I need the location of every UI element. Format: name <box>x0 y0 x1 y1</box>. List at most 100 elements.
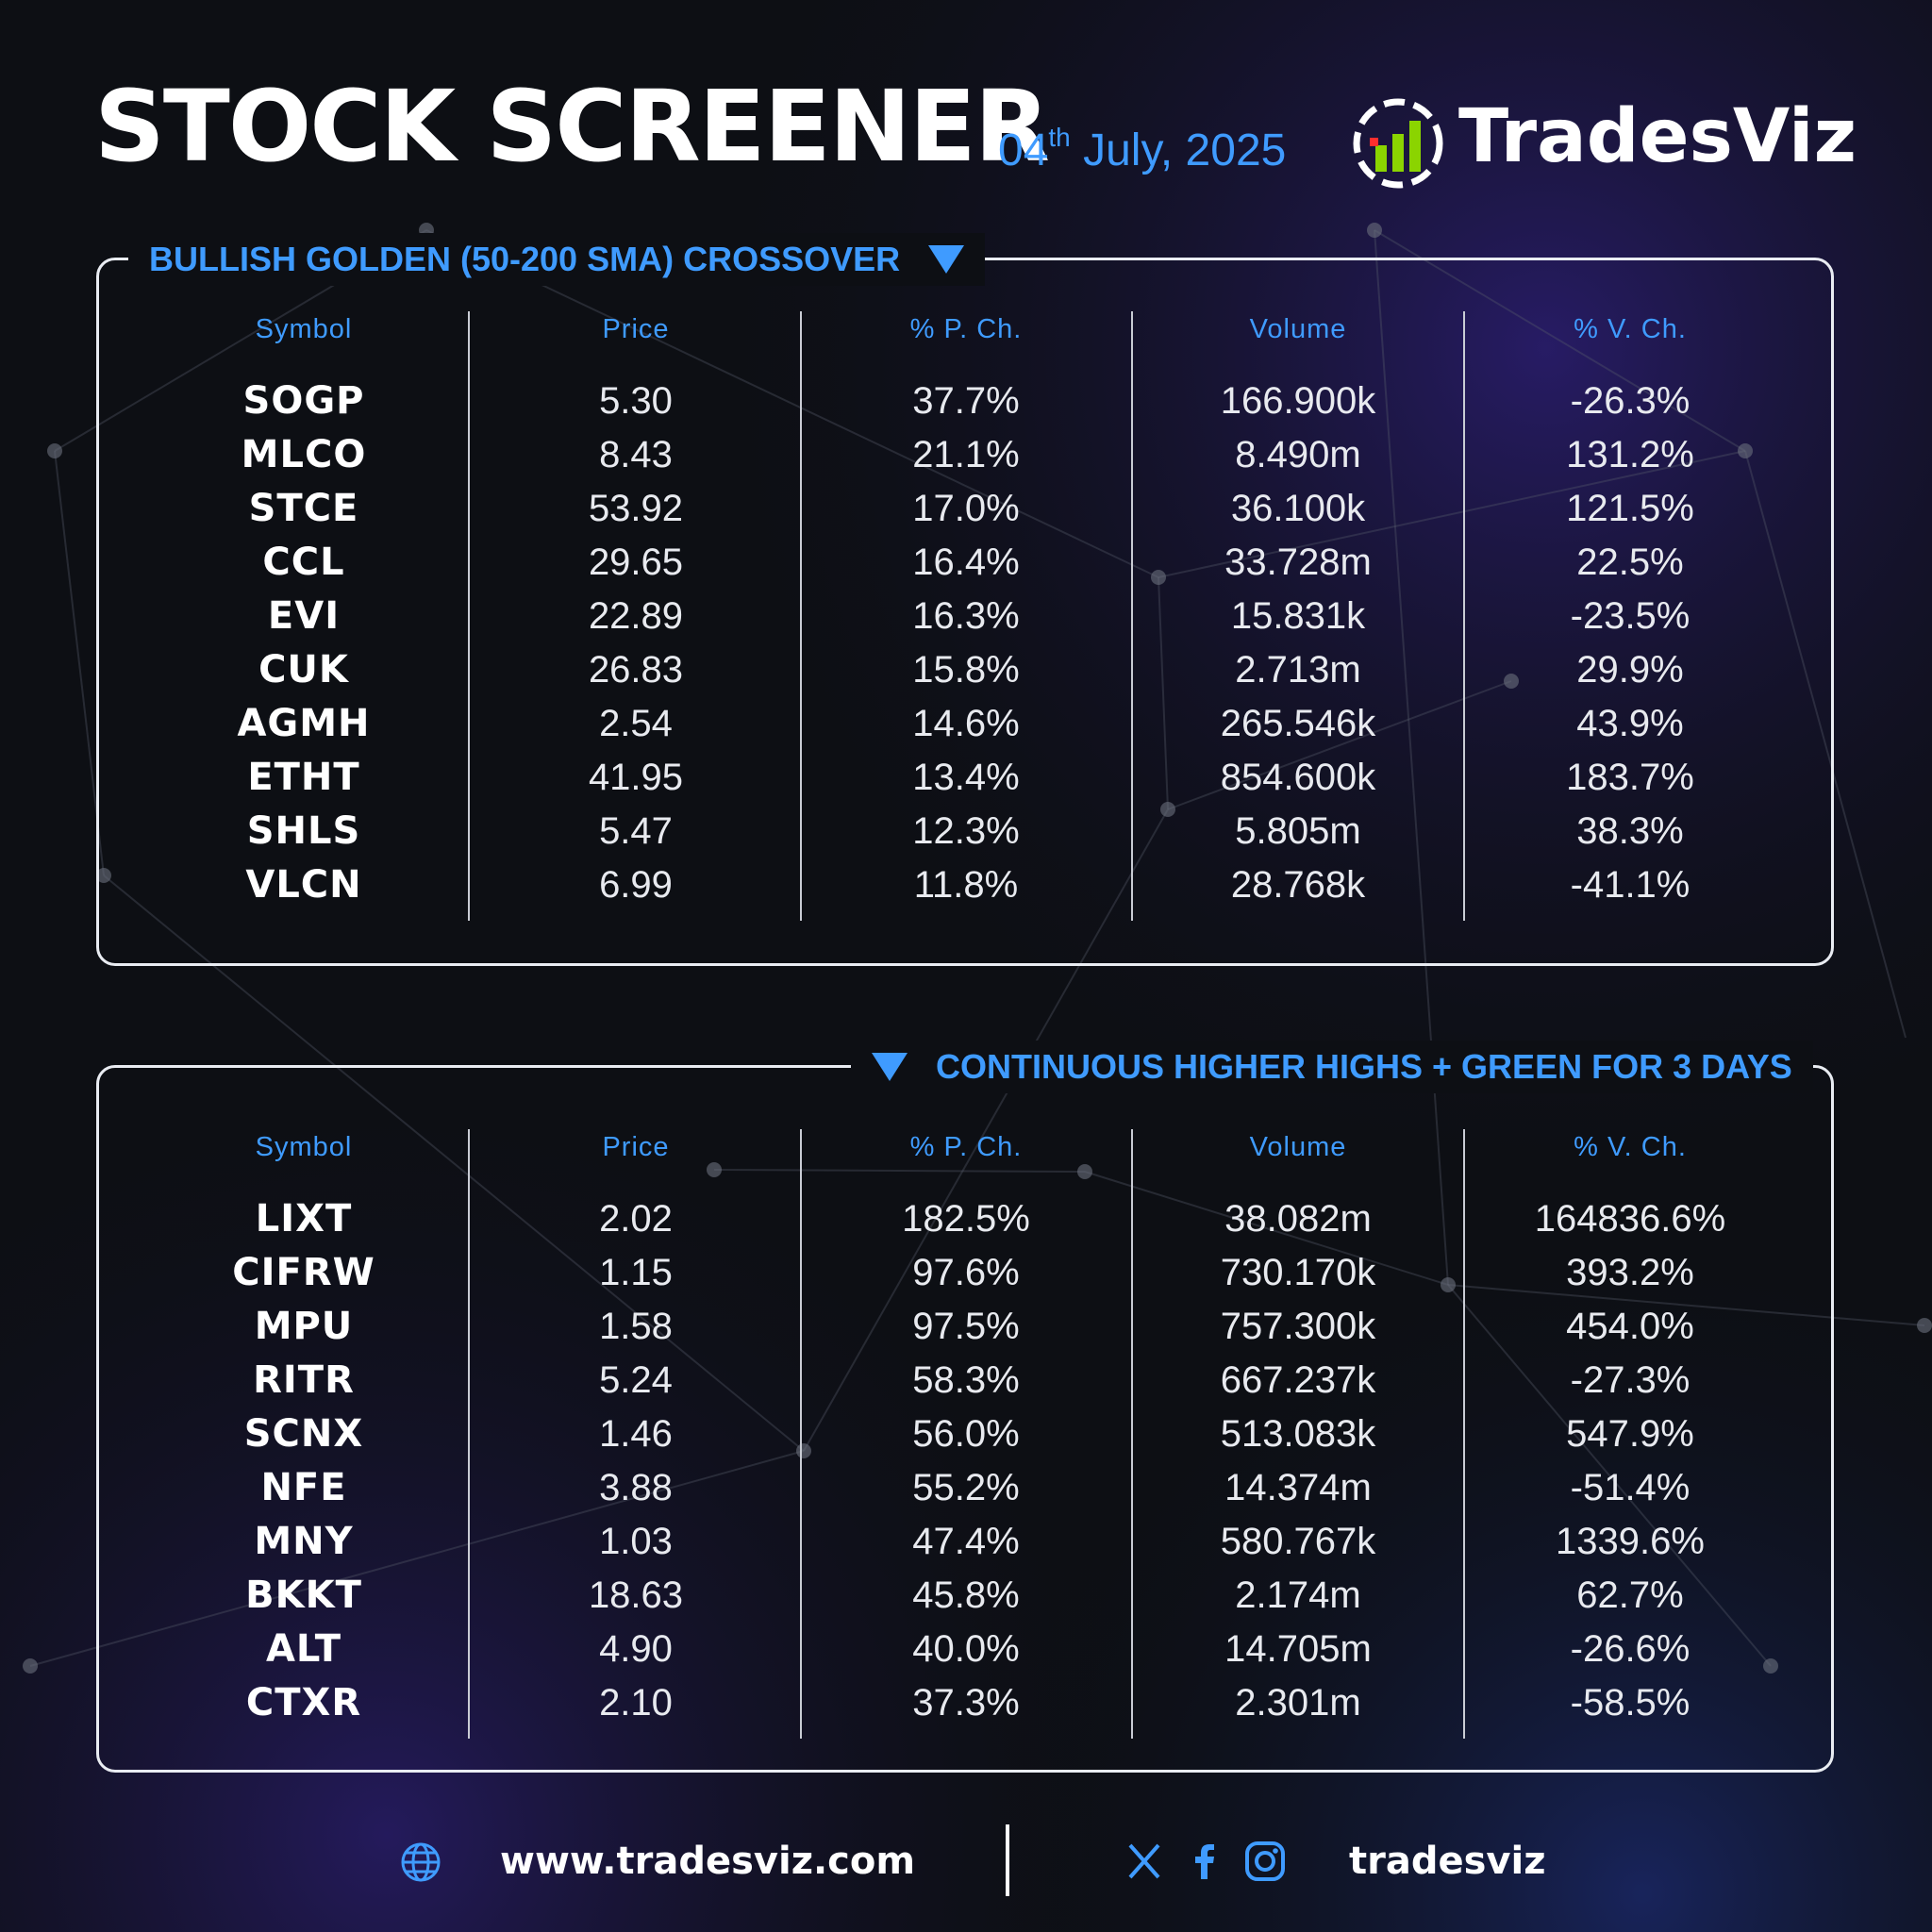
column-header-price: Price <box>602 314 670 344</box>
cell-volume-change: 547.9% <box>1566 1413 1694 1455</box>
column-divider <box>1463 1129 1465 1739</box>
cell-volume-change: 22.5% <box>1576 541 1684 583</box>
ticker-symbol: SOGP <box>242 379 365 423</box>
cell-volume: 33.728m <box>1224 541 1372 583</box>
cell-volume: 265.546k <box>1220 703 1376 744</box>
cell-price-change: 13.4% <box>912 757 1020 798</box>
column-header-symbol: Symbol <box>255 1132 353 1162</box>
cell-volume: 5.805m <box>1235 810 1361 852</box>
column-header-symbol: Symbol <box>255 314 353 344</box>
ticker-symbol: VLCN <box>245 863 362 907</box>
column-divider <box>1463 311 1465 921</box>
column-divider <box>1131 1129 1133 1739</box>
globe-icon <box>401 1842 441 1882</box>
cell-volume: 580.767k <box>1220 1521 1376 1562</box>
cell-price-change: 15.8% <box>912 649 1020 691</box>
cell-volume: 14.374m <box>1224 1467 1372 1508</box>
cell-price-change: 37.7% <box>912 380 1020 422</box>
ticker-symbol: MLCO <box>241 433 367 476</box>
cell-price: 5.47 <box>599 810 673 852</box>
brand-name: TradesViz <box>1458 94 1857 179</box>
cell-volume: 2.713m <box>1235 649 1361 691</box>
ticker-symbol: BKKT <box>245 1574 362 1617</box>
column-header-price-change: % P. Ch. <box>909 1132 1023 1162</box>
cell-price-change: 11.8% <box>913 864 1019 906</box>
cell-volume-change: 43.9% <box>1576 703 1684 744</box>
report-date: 04th July, 2025 <box>998 125 1287 175</box>
cell-volume: 757.300k <box>1220 1306 1376 1347</box>
cell-price: 6.99 <box>599 864 673 906</box>
screen-title-higher-highs: CONTINUOUS HIGHER HIGHS + GREEN FOR 3 DA… <box>851 1041 1813 1093</box>
tradesviz-logo-icon <box>1353 98 1443 189</box>
date-month-year: July, 2025 <box>1070 125 1287 175</box>
cell-volume: 8.490m <box>1235 434 1361 475</box>
cell-price-change: 12.3% <box>912 810 1020 852</box>
ticker-symbol: AGMH <box>237 702 371 745</box>
cell-price: 8.43 <box>599 434 673 475</box>
cell-volume-change: -27.3% <box>1570 1359 1690 1401</box>
cell-price-change: 16.3% <box>912 595 1020 637</box>
cell-volume-change: 29.9% <box>1576 649 1684 691</box>
cell-volume-change: 183.7% <box>1566 757 1694 798</box>
cell-volume-change: 131.2% <box>1566 434 1694 475</box>
cell-volume: 14.705m <box>1224 1628 1372 1670</box>
cell-price-change: 14.6% <box>912 703 1020 744</box>
column-divider <box>468 311 470 921</box>
date-suffix: th <box>1048 123 1071 152</box>
website-link[interactable]: www.tradesviz.com <box>500 1840 916 1883</box>
social-handle[interactable]: tradesviz <box>1349 1840 1546 1883</box>
column-divider <box>800 1129 802 1739</box>
cell-price-change: 16.4% <box>912 541 1020 583</box>
cell-price-change: 40.0% <box>912 1628 1020 1670</box>
cell-price: 2.10 <box>599 1682 673 1724</box>
instagram-icon[interactable] <box>1243 1840 1287 1883</box>
cell-price-change: 182.5% <box>902 1198 1030 1240</box>
cell-volume-change: -51.4% <box>1570 1467 1690 1508</box>
column-header-volume: Volume <box>1249 1132 1347 1162</box>
page-title: STOCK SCREENER <box>94 69 1050 184</box>
cell-volume-change: 454.0% <box>1566 1306 1694 1347</box>
ticker-symbol: CCL <box>262 541 345 584</box>
column-divider <box>468 1129 470 1739</box>
ticker-symbol: MPU <box>254 1305 354 1348</box>
ticker-symbol: SCNX <box>243 1412 364 1456</box>
cell-volume-change: 1339.6% <box>1556 1521 1705 1562</box>
cell-price: 1.15 <box>599 1252 673 1293</box>
facebook-icon[interactable] <box>1183 1840 1226 1883</box>
cell-price: 5.30 <box>599 380 673 422</box>
ticker-symbol: ETHT <box>247 756 360 799</box>
cell-price-change: 56.0% <box>912 1413 1020 1455</box>
cell-price: 3.88 <box>599 1467 673 1508</box>
ticker-symbol: SHLS <box>246 809 361 853</box>
cell-price: 2.54 <box>599 703 673 744</box>
cell-price: 1.46 <box>599 1413 673 1455</box>
cell-volume-change: -26.6% <box>1570 1628 1690 1670</box>
triangle-down-icon <box>928 245 965 274</box>
cell-volume: 2.301m <box>1235 1682 1361 1724</box>
cell-price-change: 21.1% <box>912 434 1020 475</box>
cell-volume: 36.100k <box>1230 488 1366 529</box>
date-day: 04 <box>998 125 1049 175</box>
cell-price: 22.89 <box>588 595 684 637</box>
ticker-symbol: CIFRW <box>232 1251 375 1294</box>
cell-price: 29.65 <box>588 541 684 583</box>
x-icon[interactable] <box>1123 1840 1166 1883</box>
column-header-price: Price <box>602 1132 670 1162</box>
cell-volume: 513.083k <box>1220 1413 1376 1455</box>
cell-volume-change: -23.5% <box>1570 595 1690 637</box>
cell-price-change: 47.4% <box>912 1521 1020 1562</box>
ticker-symbol: NFE <box>260 1466 347 1509</box>
cell-price: 4.90 <box>599 1628 673 1670</box>
cell-price-change: 97.6% <box>912 1252 1020 1293</box>
cell-price: 5.24 <box>599 1359 673 1401</box>
cell-volume-change: -26.3% <box>1570 380 1690 422</box>
cell-volume-change: -58.5% <box>1570 1682 1690 1724</box>
cell-price-change: 45.8% <box>912 1574 1020 1616</box>
column-header-volume-change: % V. Ch. <box>1574 314 1687 344</box>
triangle-down-icon <box>872 1053 908 1081</box>
cell-volume-change: 38.3% <box>1576 810 1684 852</box>
cell-volume-change: 121.5% <box>1566 488 1694 529</box>
ticker-symbol: LIXT <box>255 1197 353 1241</box>
